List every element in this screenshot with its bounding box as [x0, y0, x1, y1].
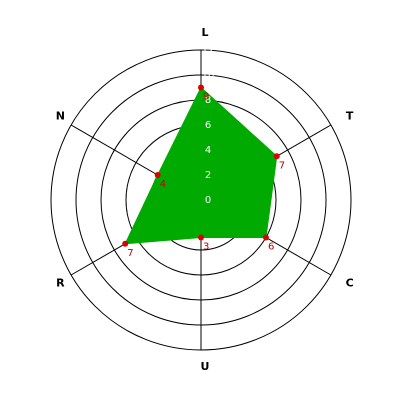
- marker: [262, 234, 269, 241]
- tick-label: 12: [202, 45, 215, 56]
- axis-label: T: [346, 110, 354, 123]
- radar-area: [124, 86, 278, 245]
- axis-label: N: [56, 110, 65, 123]
- value-label: 7: [127, 248, 133, 259]
- value-label: 4: [160, 179, 166, 190]
- tick-label: 10: [202, 70, 215, 81]
- tick-label: 4: [205, 145, 211, 156]
- axis-label: C: [346, 277, 354, 290]
- axis-label: U: [201, 360, 210, 373]
- tick-label: 0: [205, 195, 211, 206]
- tick-label: 8: [205, 95, 211, 106]
- marker: [154, 172, 161, 178]
- marker: [122, 240, 129, 247]
- marker: [273, 153, 280, 160]
- value-label: 7: [279, 160, 285, 171]
- tick-label: 2: [205, 170, 211, 181]
- marker: [198, 84, 204, 91]
- value-label: 6: [268, 242, 274, 253]
- axis-label: L: [201, 26, 208, 39]
- value-label: 9: [203, 92, 209, 103]
- value-label: 3: [203, 242, 209, 253]
- marker: [198, 234, 204, 241]
- tick-label: 6: [205, 120, 211, 131]
- axis-label: R: [56, 277, 65, 290]
